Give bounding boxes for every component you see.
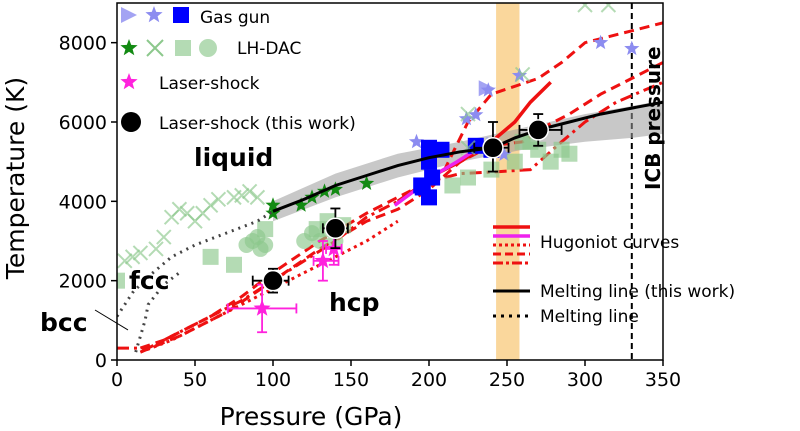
legend-melting: Melting line: [540, 307, 639, 327]
data-point-star: [496, 146, 512, 161]
melting-line-this-work: [272, 100, 663, 213]
data-point-star: [327, 181, 343, 196]
legend-lhdac-star: [120, 39, 138, 56]
x-tick-label: 300: [567, 369, 603, 391]
legend-gas-gun-star: [145, 6, 163, 23]
data-point-star: [265, 197, 281, 212]
phase-label-liquid: liquid: [194, 143, 273, 172]
laser-shock-point: [253, 299, 271, 316]
phase-label-hcp: hcp: [329, 288, 380, 317]
data-point-square: [413, 177, 430, 194]
data-point-star: [359, 175, 375, 190]
x-axis-title: Pressure (GPa): [220, 402, 403, 431]
data-point-star: [624, 40, 640, 56]
data-point-x: [156, 229, 172, 245]
this-work-point: [482, 137, 504, 159]
data-point-x: [460, 106, 476, 122]
y-tick-label: 4000: [59, 191, 107, 213]
data-point-x: [234, 187, 250, 204]
data-point-square: [444, 177, 461, 194]
y-tick-label: 2000: [59, 271, 107, 293]
legend-lhdac-x: [146, 39, 164, 57]
data-point-square: [421, 139, 437, 156]
data-point-x: [132, 245, 149, 261]
bcc-leader-line: [94, 309, 129, 331]
shaded-band: [496, 3, 520, 360]
melting-dotted-low-curve: [134, 271, 181, 353]
data-point-star: [265, 205, 281, 220]
data-point-x: [514, 66, 531, 83]
hugoniot-dashdot-curve: [117, 80, 663, 350]
data-point-x: [202, 197, 219, 214]
data-point-square: [483, 161, 500, 178]
plot-area: [117, 3, 663, 360]
data-point-x: [241, 183, 258, 200]
data-point-x: [171, 201, 188, 217]
plot-clip-group: [117, 3, 663, 360]
melting-uncertainty-band: [273, 100, 663, 222]
legend-this-work-circle: [121, 112, 141, 132]
laser-shock-point: [314, 251, 332, 269]
data-point-star: [458, 110, 474, 126]
this-work-point: [527, 119, 549, 141]
data-point-x: [124, 249, 141, 265]
legend-this-work: Laser-shock (this work): [159, 114, 356, 134]
data-point-star: [511, 67, 528, 83]
data-point-square: [117, 272, 125, 289]
legend-gas-gun: Gas gun: [200, 8, 270, 28]
hugoniot-dashed-curve-1: [139, 21, 663, 350]
phase-label-bcc: bcc: [40, 308, 88, 337]
icb-pressure-label: ICB pressure: [641, 46, 665, 190]
data-point-square: [561, 145, 578, 162]
melting-dotted-curve: [117, 210, 274, 318]
x-tick-label: 250: [489, 369, 525, 391]
legend-laser-shock-star: [120, 73, 138, 90]
legend-hugoniot: Hugoniot curves: [540, 233, 679, 253]
this-work-point: [324, 217, 347, 240]
data-point-x: [600, 3, 617, 13]
y-axis-title: Temperature (K): [1, 77, 30, 280]
this-work-point: [262, 269, 284, 292]
y-tick-label: 8000: [59, 33, 107, 55]
data-point-x: [117, 253, 133, 269]
data-point-star: [408, 133, 425, 149]
data-point-x: [249, 189, 266, 206]
x-tick-label: 350: [645, 369, 681, 391]
data-point-square: [202, 248, 219, 265]
hugoniot-dashed-curve-2: [139, 61, 663, 354]
data-point-square: [506, 153, 523, 170]
y-tick-label: 0: [95, 350, 107, 372]
legend-gas-gun-triangle: [121, 7, 137, 23]
data-point-star: [480, 82, 496, 97]
x-tick-label: 50: [183, 369, 207, 391]
data-point-star: [468, 106, 484, 122]
data-point-square: [226, 256, 242, 273]
data-point-square: [460, 169, 476, 186]
plot-frame: [116, 2, 664, 361]
data-point-x: [210, 191, 227, 208]
legend-lhdac-square: [175, 40, 191, 56]
legend-lhdac: LH-DAC: [237, 39, 301, 59]
data-point-x: [148, 241, 164, 257]
legend-melting-this-work: Melting line (this work): [540, 282, 735, 302]
legend-lhdac-circle: [199, 39, 217, 57]
x-tick-label: 150: [333, 369, 369, 391]
axes: 0 50 100 150 200 250 300 350 0 2000 4000 6000 8000: [59, 2, 681, 391]
data-point-star: [593, 34, 609, 50]
x-tick-label: 100: [255, 369, 291, 391]
legend: Gas gun LH-DAC Laser-shock Laser-shock (…: [159, 8, 735, 327]
data-point-circle: [257, 236, 274, 253]
legend-gas-gun-square: [173, 7, 189, 23]
legend-laser-shock: Laser-shock: [159, 74, 260, 94]
legend-symbols: [94, 6, 530, 331]
data-point-x: [577, 3, 593, 13]
x-tick-label: 0: [111, 369, 123, 391]
phase-label-fcc: fcc: [129, 266, 170, 295]
data-point-star: [293, 197, 309, 212]
y-tick-label: 6000: [59, 112, 107, 134]
x-tick-label: 200: [411, 369, 447, 391]
